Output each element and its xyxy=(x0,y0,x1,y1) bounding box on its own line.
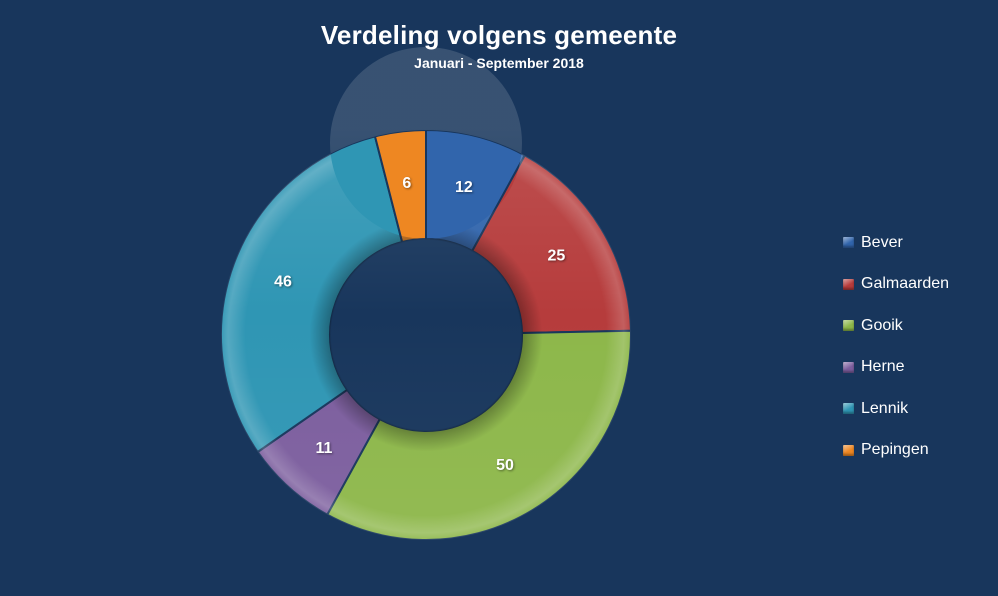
legend-item-pepingen: Pepingen xyxy=(843,430,949,472)
legend-label: Herne xyxy=(861,358,905,376)
legend-label: Gooik xyxy=(861,316,903,334)
legend-label: Pepingen xyxy=(861,441,929,459)
legend-label: Bever xyxy=(861,233,903,251)
legend-item-bever: Bever xyxy=(843,222,949,264)
legend-item-lennik: Lennik xyxy=(843,388,949,430)
legend-marker-pepingen xyxy=(843,444,854,456)
chart-title: Verdeling volgens gemeente xyxy=(320,20,678,50)
donut-data-labels: 12 25 50 11 46 6 xyxy=(274,175,565,474)
data-label-pepingen: 6 xyxy=(402,175,411,192)
donut-slice-gooik xyxy=(326,329,632,541)
legend-marker-herne xyxy=(843,361,854,373)
legend-marker-gooik xyxy=(843,320,854,332)
legend-marker-galmaarden xyxy=(843,278,854,290)
data-label-galmaarden: 25 xyxy=(548,248,566,265)
chart-legend: Bever Galmaarden Gooik Herne Lennik Pepi… xyxy=(843,222,949,471)
legend-item-galmaarden: Galmaarden xyxy=(843,264,949,306)
donut-slices xyxy=(220,129,632,541)
legend-label: Galmaarden xyxy=(861,275,950,293)
data-label-bever: 12 xyxy=(455,179,473,196)
legend-marker-lennik xyxy=(843,403,854,415)
data-label-lennik: 46 xyxy=(274,273,292,290)
data-label-gooik: 50 xyxy=(496,457,514,474)
legend-label: Lennik xyxy=(861,399,909,417)
legend-item-herne: Herne xyxy=(843,347,949,389)
data-label-herne: 11 xyxy=(315,440,332,457)
donut-slice-lennik xyxy=(220,135,404,453)
legend-marker-bever xyxy=(843,237,854,249)
legend-item-gooik: Gooik xyxy=(843,305,949,347)
